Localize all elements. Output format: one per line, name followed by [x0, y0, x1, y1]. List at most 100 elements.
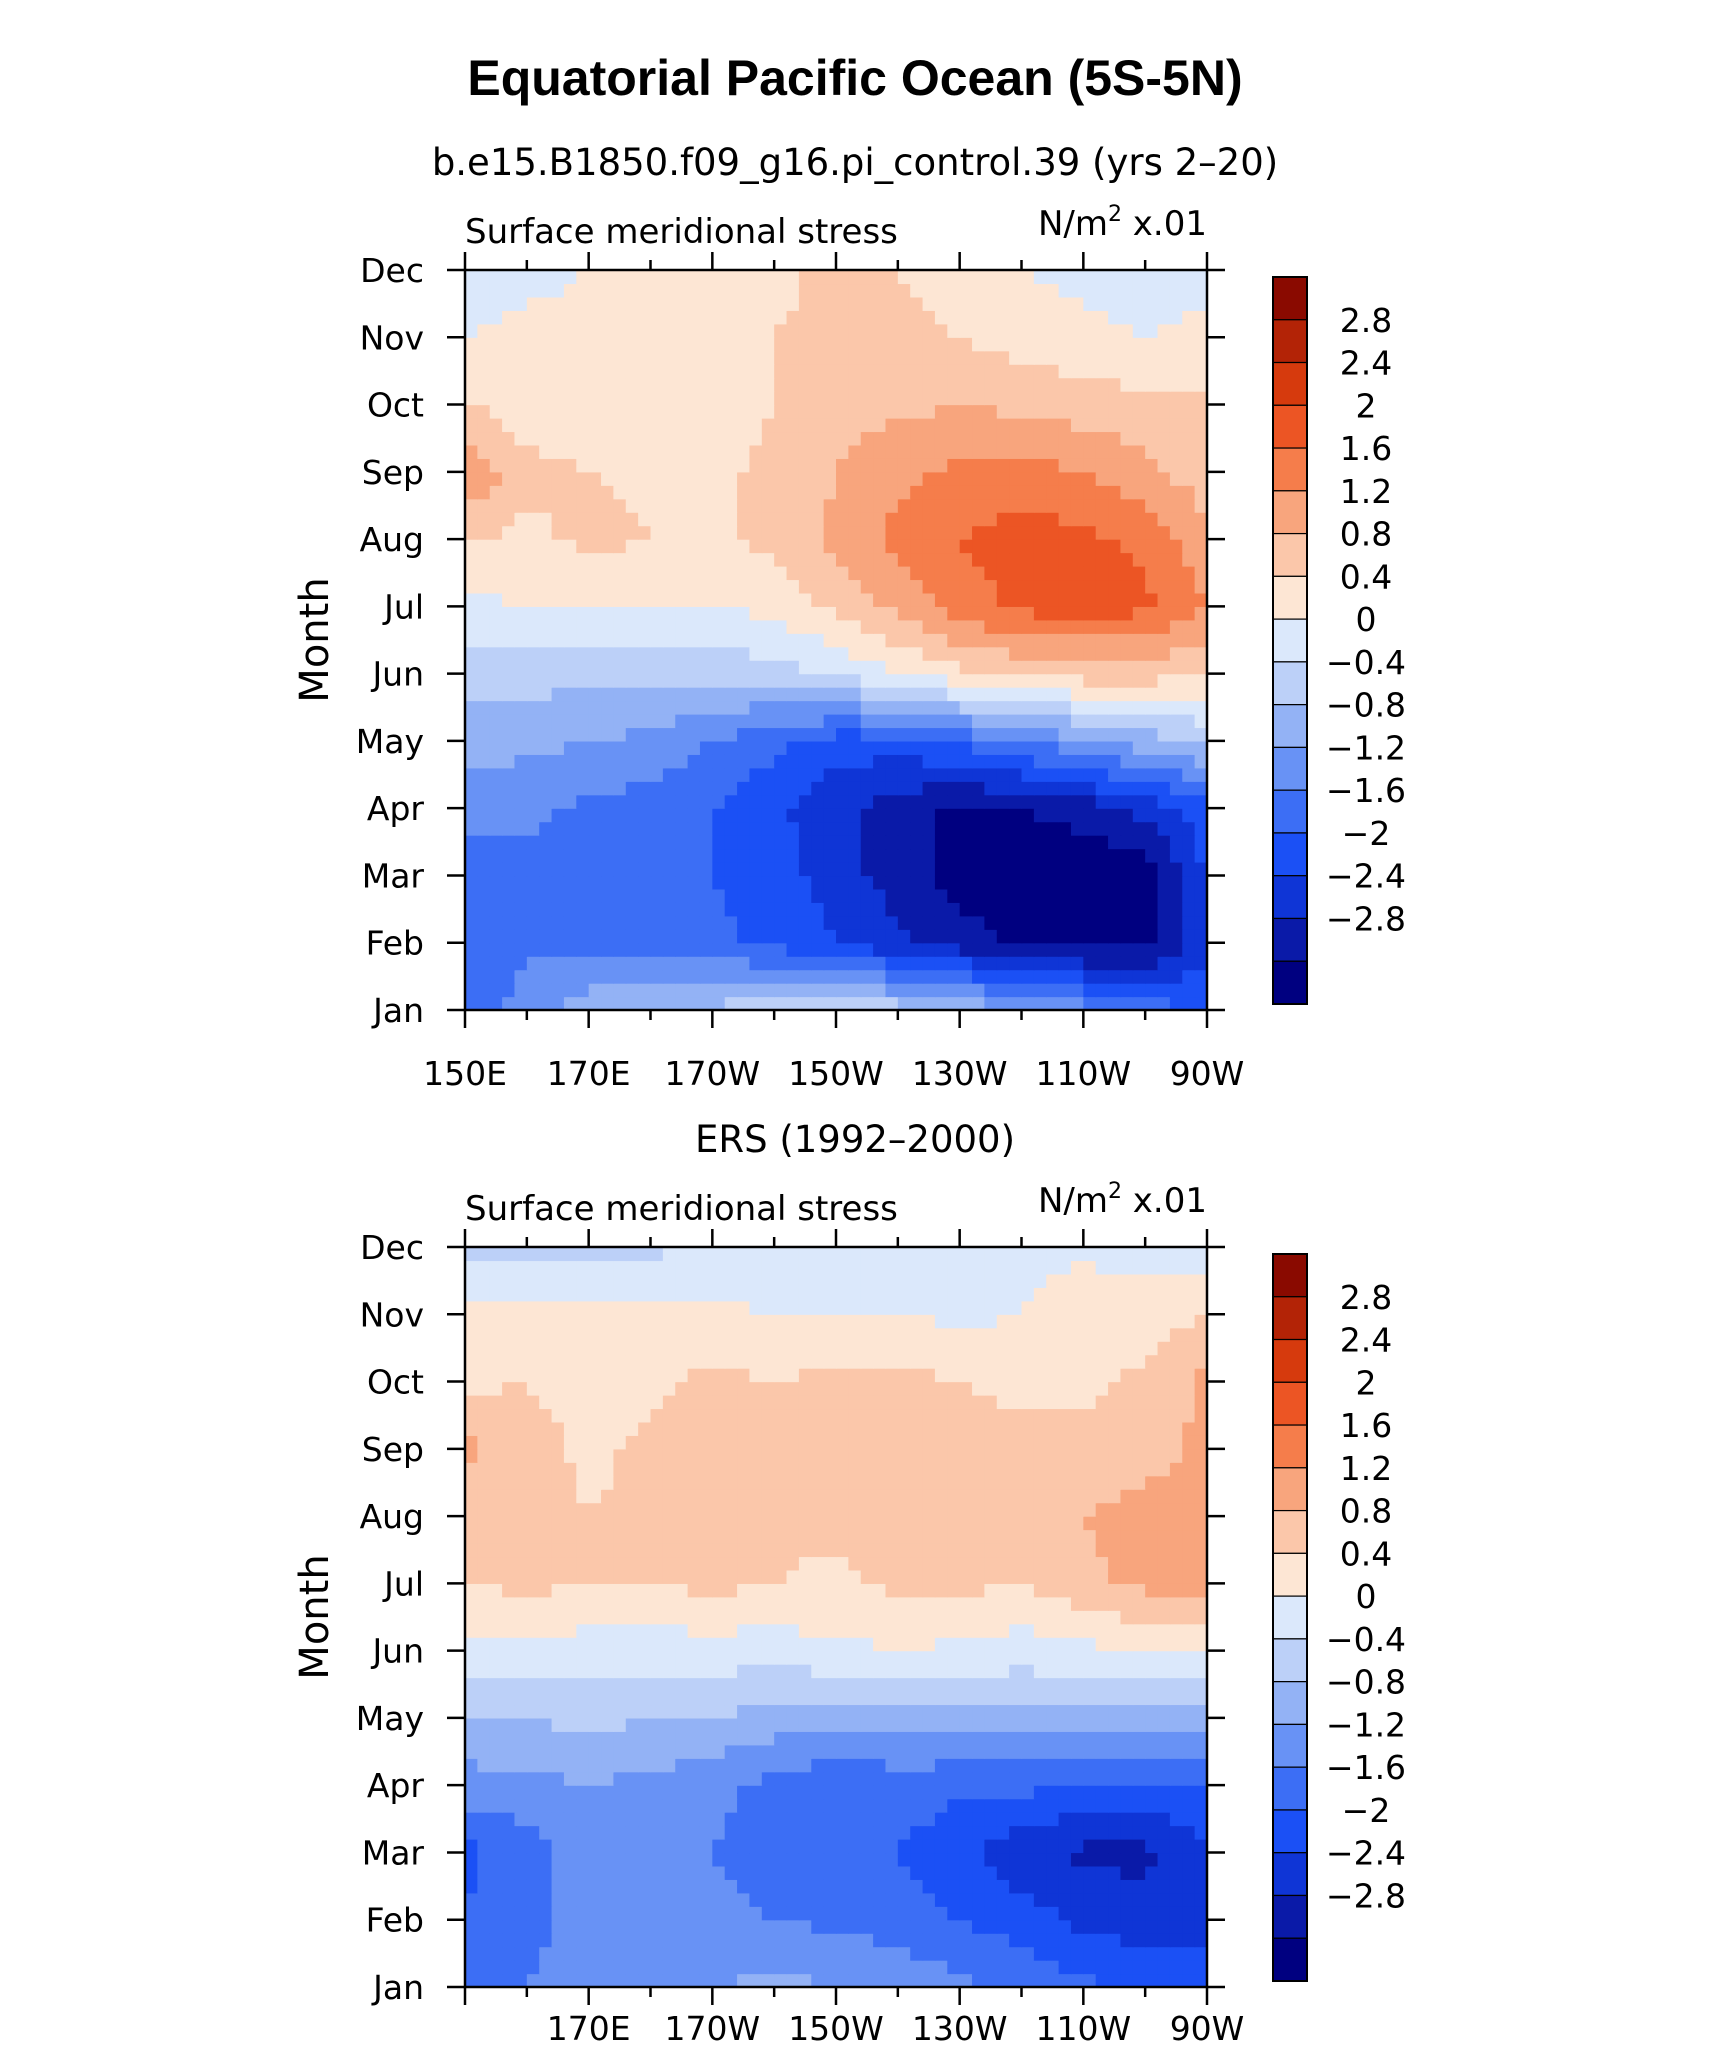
heatmap-cell	[984, 929, 998, 944]
heatmap-cell	[489, 1623, 503, 1638]
heatmap-cell	[465, 996, 478, 1011]
heatmap-cell	[1058, 915, 1072, 930]
heatmap-cell	[984, 337, 998, 352]
heatmap-cell	[712, 270, 726, 285]
heatmap-cell	[959, 619, 973, 634]
heatmap-cell	[1046, 485, 1060, 500]
heatmap-cell	[934, 781, 948, 796]
heatmap-cell	[526, 673, 540, 688]
heatmap-cell	[823, 1691, 837, 1706]
heatmap-cell	[947, 740, 961, 755]
heatmap-cell	[613, 431, 627, 446]
heatmap-cell	[836, 337, 849, 352]
heatmap-cell	[526, 996, 540, 1011]
heatmap-cell	[1046, 391, 1060, 406]
heatmap-cell	[625, 1704, 639, 1719]
heatmap-cell	[1169, 404, 1183, 419]
heatmap-cell	[922, 377, 936, 392]
heatmap-cell	[996, 404, 1010, 419]
heatmap-cell	[650, 606, 664, 621]
heatmap-cell	[873, 1677, 887, 1692]
heatmap-cell	[724, 579, 738, 594]
heatmap-cell	[1157, 296, 1171, 311]
heatmap-cell	[1033, 835, 1047, 850]
heatmap-cell	[551, 1717, 565, 1732]
heatmap-cell	[823, 350, 837, 365]
heatmap-cell	[1157, 1906, 1171, 1921]
heatmap-cell	[823, 646, 837, 661]
heatmap-cell	[539, 1637, 553, 1652]
heatmap-cell	[662, 1946, 676, 1961]
heatmap-cell	[972, 969, 985, 984]
heatmap-cell	[699, 1744, 713, 1759]
heatmap-cell	[910, 1839, 924, 1854]
heatmap-cell	[737, 1785, 751, 1800]
heatmap-cell	[576, 983, 590, 998]
heatmap-cell	[662, 323, 676, 338]
heatmap-cell	[502, 1973, 516, 1988]
heatmap-cell	[712, 1839, 726, 1854]
heatmap-cell	[848, 485, 862, 500]
heatmap-cell	[910, 888, 924, 903]
heatmap-cell	[897, 1946, 911, 1961]
heatmap-cell	[922, 1798, 936, 1813]
heatmap-cell	[811, 714, 825, 729]
heatmap-cell	[1108, 835, 1122, 850]
heatmap-cell	[811, 781, 825, 796]
heatmap-cell	[1095, 323, 1109, 338]
heatmap-cell	[1046, 270, 1060, 285]
heatmap-cell	[675, 1623, 689, 1638]
heatmap-cell	[576, 942, 590, 957]
heatmap-cell	[1058, 714, 1072, 729]
heatmap-cell	[786, 687, 800, 702]
heatmap-cell	[1033, 1812, 1047, 1827]
heatmap-cell	[551, 1825, 565, 1840]
heatmap-cell	[563, 391, 577, 406]
heatmap-cell	[601, 1892, 614, 1907]
heatmap-cell	[489, 377, 503, 392]
heatmap-cell	[1194, 1744, 1208, 1759]
heatmap-cell	[1058, 781, 1072, 796]
heatmap-cell	[1033, 566, 1047, 581]
heatmap-cell	[984, 350, 998, 365]
heatmap-cell	[662, 1933, 676, 1948]
heatmap-cell	[539, 794, 553, 809]
heatmap-cell	[576, 418, 590, 433]
heatmap-cell	[724, 821, 738, 836]
heatmap-cell	[1058, 633, 1072, 648]
heatmap-cell	[1009, 337, 1023, 352]
heatmap-cell	[1132, 915, 1146, 930]
heatmap-cell	[1058, 996, 1072, 1011]
heatmap-cell	[860, 391, 874, 406]
heatmap-cell	[860, 794, 874, 809]
heatmap-cell	[947, 579, 961, 594]
heatmap-cell	[737, 1852, 751, 1867]
heatmap-cell	[563, 337, 577, 352]
heatmap-cell	[539, 915, 553, 930]
heatmap-cell	[984, 956, 998, 971]
heatmap-cell	[860, 1664, 874, 1679]
heatmap-cell	[885, 1771, 899, 1786]
heatmap-cell	[1083, 1664, 1097, 1679]
heatmap-cell	[588, 1637, 602, 1652]
heatmap-cell	[712, 350, 726, 365]
heatmap-cell	[934, 888, 948, 903]
heatmap-cell	[836, 431, 849, 446]
heatmap-cell	[910, 1771, 924, 1786]
heatmap-cell	[934, 1758, 948, 1773]
heatmap-cell	[576, 471, 590, 486]
heatmap-cell	[959, 592, 973, 607]
heatmap-cell	[625, 1852, 639, 1867]
heatmap-cell	[996, 1771, 1010, 1786]
heatmap-cell	[563, 956, 577, 971]
heatmap-cell	[897, 915, 911, 930]
heatmap-cell	[1070, 781, 1084, 796]
heatmap-cell	[588, 418, 602, 433]
panel-observations: ERS (1992–2000)Surface meridional stress…	[292, 1118, 1406, 2048]
heatmap-cell	[1046, 323, 1060, 338]
heatmap-cell	[477, 646, 491, 661]
heatmap-cell	[675, 1758, 689, 1773]
heatmap-cell	[514, 431, 528, 446]
heatmap-cell	[786, 942, 800, 957]
heatmap-cell	[947, 888, 961, 903]
